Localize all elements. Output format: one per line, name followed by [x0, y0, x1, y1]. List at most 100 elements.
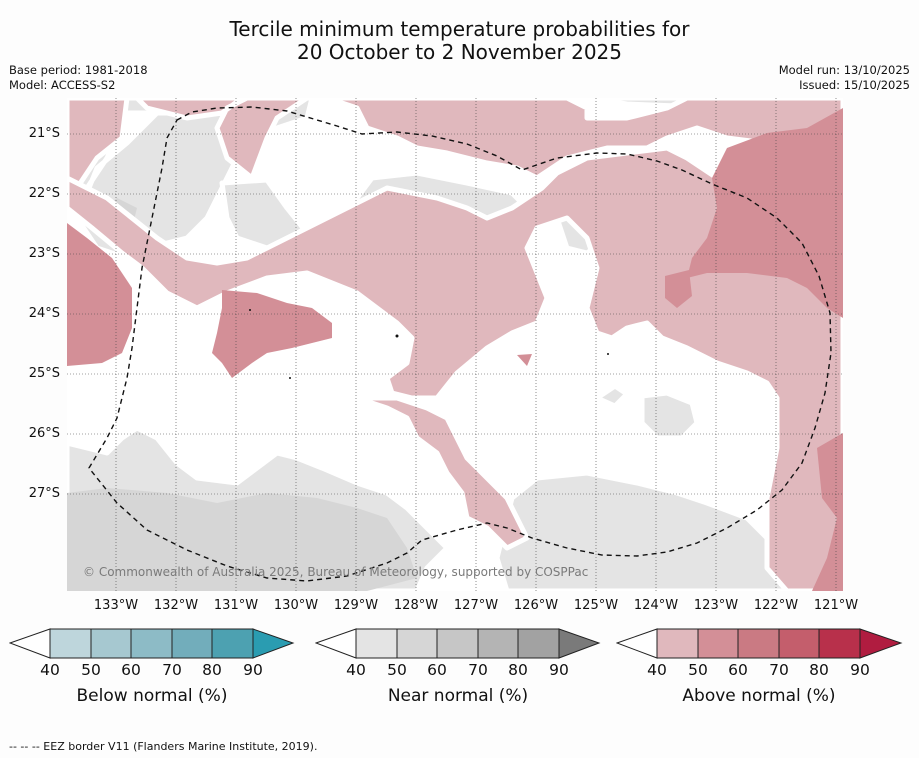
lon-label-130w: 130°W: [273, 598, 319, 613]
lat-label-25s: 25°S: [28, 366, 60, 381]
above-tick-50: 50: [688, 661, 708, 679]
cbar-below-seg-5: [211, 628, 254, 659]
cbar-near-seg-1: [355, 628, 398, 659]
marker-2: [289, 377, 291, 379]
above-region-east-small: [665, 270, 692, 308]
cbar-below-seg-4: [171, 628, 213, 659]
lat-label-26s: 26°S: [28, 426, 60, 441]
cbar-above-white-arrow: [616, 628, 658, 659]
meta-left: Base period: 1981-2018 Model: ACCESS-S2: [9, 63, 148, 92]
below-tick-60: 60: [121, 661, 141, 679]
lon-label-128w: 128°W: [393, 598, 439, 613]
above-region-west-dark: [67, 223, 132, 366]
eez-footnote: -- -- -- EEZ border V11 (Flanders Marine…: [9, 740, 318, 753]
eez-border: [88, 106, 832, 582]
above-region-dot: [517, 354, 532, 366]
below-tick-80: 80: [202, 661, 222, 679]
cbar-near-seg-4: [477, 628, 519, 659]
lat-label-23s: 23°S: [28, 246, 60, 261]
lon-gridlines: [115, 98, 837, 591]
below-tick-70: 70: [162, 661, 182, 679]
probability-map: [67, 98, 843, 591]
colorbar-above: [616, 628, 903, 659]
near-tick-50: 50: [387, 661, 407, 679]
below-normal-label: Below normal (%): [76, 686, 228, 706]
cbar-near-seg-5: [517, 628, 560, 659]
near-tick-90: 90: [549, 661, 569, 679]
meta-right: Model run: 13/10/2025 Issued: 15/10/2025: [779, 63, 910, 92]
near-tick-80: 80: [508, 661, 528, 679]
near-region-east-blob: [639, 390, 700, 441]
cbar-near-seg-2: [396, 628, 438, 659]
lon-label-127w: 127°W: [453, 598, 499, 613]
model-name: Model: ACCESS-S2: [9, 77, 116, 92]
copyright-notice: © Commonwealth of Australia 2025, Bureau…: [83, 565, 589, 579]
title-line-1: Tercile minimum temperature probabilitie…: [229, 17, 690, 41]
lon-label-131w: 131°W: [213, 598, 259, 613]
above-region-east-lower: [812, 433, 843, 591]
lon-label-122w: 122°W: [753, 598, 799, 613]
near-normal-label: Near normal (%): [387, 686, 529, 706]
cbar-above-end-arrow: [859, 628, 903, 659]
below-tick-40: 40: [40, 661, 60, 679]
above-region-north: [134, 98, 843, 181]
model-run: Model run: 13/10/2025: [778, 63, 910, 77]
title-line-2: 20 October to 2 November 2025: [296, 40, 623, 64]
lon-label-123w: 123°W: [693, 598, 739, 613]
colorbar-below: [9, 628, 295, 659]
cbar-near-seg-3: [436, 628, 479, 659]
colorbar-near: [315, 628, 601, 659]
cbar-above-seg-4: [778, 628, 820, 659]
marker-4: [607, 353, 609, 355]
above-normal-label: Above normal (%): [682, 686, 836, 706]
lat-label-27s: 27°S: [28, 486, 60, 501]
above-region-west-strip: [67, 98, 130, 201]
near-tick-40: 40: [346, 661, 366, 679]
above-region-south-arm: [354, 395, 530, 551]
cbar-below-seg-3: [130, 628, 173, 659]
lon-label-125w: 125°W: [573, 598, 619, 613]
lat-label-22s: 22°S: [28, 186, 60, 201]
cbar-above-seg-1: [656, 628, 699, 659]
small-markers: [249, 309, 609, 379]
cbar-near-white-arrow: [315, 628, 357, 659]
lon-label-121w: 121°W: [813, 598, 859, 613]
marker-1: [249, 309, 251, 311]
below-tick-90: 90: [243, 661, 263, 679]
near-region-east-strip: [594, 383, 630, 409]
cbar-below-seg-2: [90, 628, 132, 659]
cbar-above-seg-2: [697, 628, 739, 659]
near-region-southeast: [494, 470, 790, 591]
cbar-above-seg-5: [818, 628, 861, 659]
lat-label-21s: 21°S: [28, 126, 60, 141]
chart-title: Tercile minimum temperature probabilitie…: [0, 18, 919, 64]
lon-label-133w: 133°W: [93, 598, 139, 613]
lon-label-132w: 132°W: [153, 598, 199, 613]
above-tick-40: 40: [647, 661, 667, 679]
cbar-near-end-arrow: [558, 628, 601, 659]
above-tick-80: 80: [809, 661, 829, 679]
lat-gridlines: [67, 133, 843, 495]
below-tick-50: 50: [81, 661, 101, 679]
issued-date: Issued: 15/10/2025: [799, 77, 910, 92]
above-tick-90: 90: [850, 661, 870, 679]
above-tick-70: 70: [769, 661, 789, 679]
cbar-below-end-arrow: [252, 628, 295, 659]
near-tick-60: 60: [427, 661, 447, 679]
near-region-darker: [67, 198, 417, 591]
cbar-below-white-arrow: [9, 628, 51, 659]
cbar-above-seg-3: [737, 628, 780, 659]
marker-3: [395, 334, 399, 338]
near-tick-70: 70: [468, 661, 488, 679]
above-region-central-dark: [212, 290, 332, 378]
above-region-east-dark: [687, 108, 843, 318]
cbar-below-seg-1: [49, 628, 92, 659]
above-normal-regions: [67, 98, 843, 591]
base-period: Base period: 1981-2018: [9, 63, 148, 77]
above-region-main: [67, 145, 843, 591]
lon-label-126w: 126°W: [513, 598, 559, 613]
lon-label-129w: 129°W: [333, 598, 379, 613]
lat-label-24s: 24°S: [28, 306, 60, 321]
above-tick-60: 60: [728, 661, 748, 679]
lon-label-124w: 124°W: [633, 598, 679, 613]
